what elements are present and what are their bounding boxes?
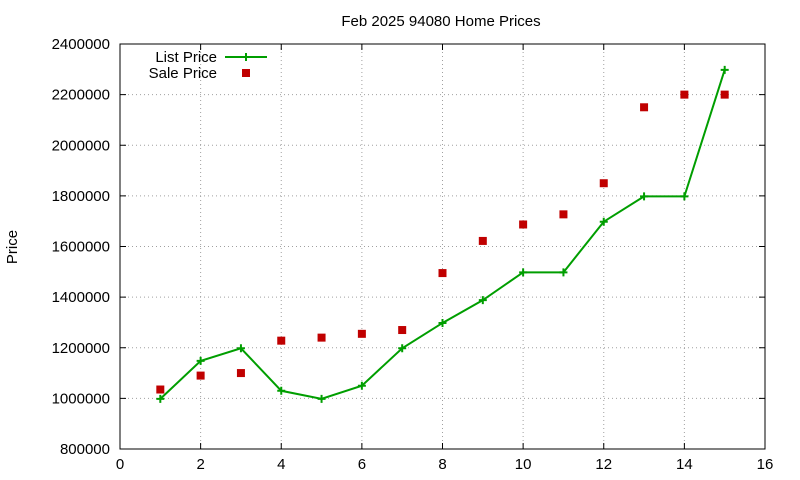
- list-price-point: [317, 394, 326, 403]
- list-price-point: [559, 268, 568, 277]
- x-tick-label: 14: [676, 456, 693, 473]
- list-price-point: [236, 344, 245, 353]
- sale-price-point: [156, 385, 165, 394]
- y-tick-label: 1400000: [52, 289, 110, 306]
- sale-price-point: [680, 90, 689, 99]
- sale-price-point: [640, 103, 649, 112]
- sale-price-point: [236, 369, 245, 378]
- y-tick-label: 800000: [60, 441, 110, 458]
- list-price-point: [357, 381, 366, 390]
- x-tick-label: 12: [595, 456, 612, 473]
- chart-title: Feb 2025 94080 Home Prices: [341, 13, 540, 30]
- x-tick-label: 6: [358, 456, 366, 473]
- list-price-point: [438, 318, 447, 327]
- sale-price-point: [277, 336, 286, 345]
- legend-square-sample: [242, 69, 250, 77]
- list-price-point: [398, 344, 407, 353]
- legend-label: List Price: [155, 49, 217, 66]
- sale-price-point: [196, 371, 205, 380]
- list-price-point: [640, 192, 649, 201]
- x-tick-label: 16: [757, 456, 774, 473]
- legend-plus-sample: [242, 53, 250, 61]
- x-tick-label: 8: [438, 456, 446, 473]
- sale-price-point: [438, 269, 447, 278]
- sale-price-point: [357, 329, 366, 338]
- sale-price-point: [398, 326, 407, 335]
- sale-price-point: [720, 90, 729, 99]
- list-price-point: [196, 356, 205, 365]
- y-tick-label: 2200000: [52, 87, 110, 104]
- list-price-point: [156, 394, 165, 403]
- sale-price-point: [599, 179, 608, 188]
- list-price-line: [159, 69, 726, 400]
- y-tick-label: 2000000: [52, 137, 110, 154]
- list-price-point: [277, 386, 286, 395]
- sale-price-point: [478, 236, 487, 245]
- y-tick-label: 1200000: [52, 340, 110, 357]
- sale-price-point: [559, 210, 568, 219]
- x-tick-label: 2: [196, 456, 204, 473]
- x-tick-label: 4: [277, 456, 285, 473]
- sale-price-point: [519, 220, 528, 229]
- axis-ticks: 0 2 4 6 8 10 12 14 16 800000 1000000 1200000 1400000…: [52, 36, 774, 473]
- y-axis-label: Price: [4, 230, 21, 264]
- sale-price-point: [317, 333, 326, 342]
- y-tick-label: 1600000: [52, 239, 110, 256]
- y-tick-label: 2400000: [52, 36, 110, 53]
- y-tick-label: 1000000: [52, 390, 110, 407]
- list-price-point: [720, 65, 729, 74]
- series: [156, 65, 729, 403]
- x-tick-label: 10: [515, 456, 532, 473]
- list-price-point: [519, 268, 528, 277]
- y-tick-label: 1800000: [52, 188, 110, 205]
- list-price-point: [478, 296, 487, 305]
- x-tick-label: 0: [116, 456, 124, 473]
- list-price-point: [680, 192, 689, 201]
- list-price-point: [599, 217, 608, 226]
- grid: [120, 44, 765, 449]
- legend-label: Sale Price: [149, 65, 217, 82]
